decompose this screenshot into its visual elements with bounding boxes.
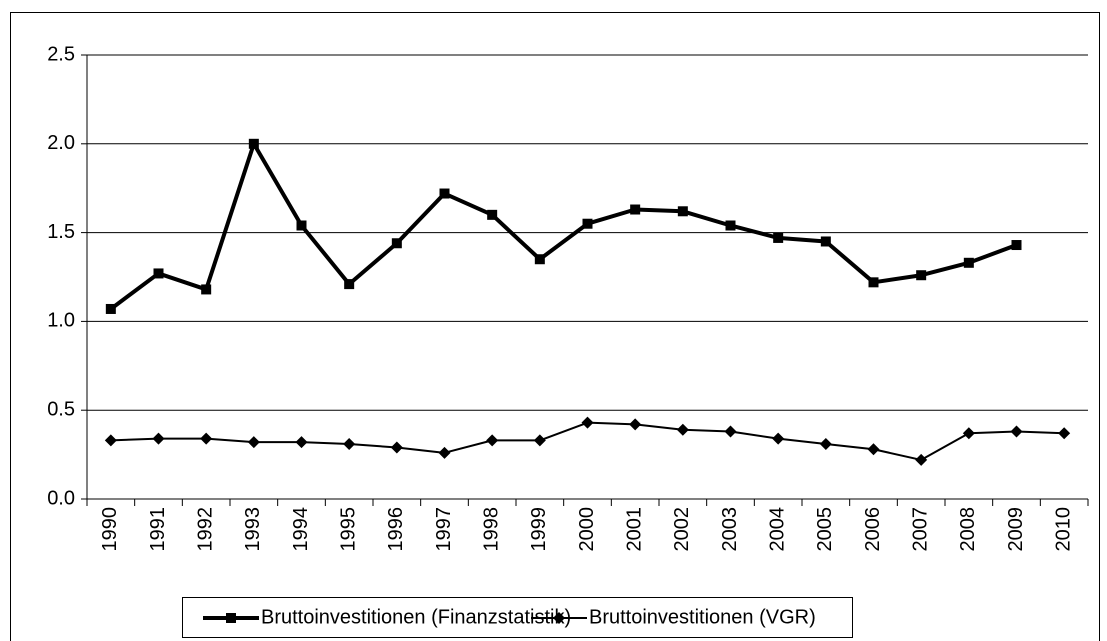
marker-diamond: [1058, 427, 1071, 440]
marker-diamond: [867, 443, 880, 456]
marker-diamond: [390, 441, 403, 454]
marker-square: [487, 209, 498, 220]
legend-box: [182, 597, 853, 638]
marker-square: [916, 270, 927, 281]
x-tick-label: 2007: [909, 507, 931, 552]
x-tick-label: 1992: [194, 507, 216, 552]
marker-diamond: [533, 434, 546, 447]
x-tick-label: 2004: [766, 507, 788, 552]
marker-diamond: [104, 434, 117, 447]
marker-square: [105, 303, 116, 314]
marker-square: [725, 220, 736, 231]
x-tick-label: 2006: [862, 507, 884, 552]
marker-diamond: [724, 425, 737, 438]
marker-square: [820, 236, 831, 247]
marker-diamond: [1010, 425, 1023, 438]
marker-square: [439, 188, 450, 199]
x-tick-label: 1994: [290, 507, 312, 552]
series-line: [109, 141, 1018, 311]
x-tick-label: 2003: [719, 507, 741, 552]
legend-marker: [226, 613, 236, 623]
x-tick-label: 2005: [814, 507, 836, 552]
marker-square: [963, 257, 974, 268]
x-tick-label: 1995: [337, 507, 359, 552]
marker-square: [773, 232, 784, 243]
y-tick-label: 0.5: [47, 398, 75, 420]
marker-square: [296, 220, 307, 231]
y-tick-label: 1.0: [47, 310, 75, 332]
x-tick-label: 1997: [433, 507, 455, 552]
marker-diamond: [819, 437, 832, 450]
y-tick-label: 2.0: [47, 132, 75, 154]
x-tick-label: 2010: [1052, 507, 1074, 552]
marker-square: [677, 206, 688, 217]
chart-frame: [10, 12, 1100, 641]
marker-square: [534, 254, 545, 265]
marker-diamond: [629, 418, 642, 431]
marker-diamond: [343, 437, 356, 450]
marker-square: [868, 277, 879, 288]
marker-square: [630, 204, 641, 215]
x-tick-label: 2001: [623, 507, 645, 552]
x-tick-label: 2000: [576, 507, 598, 552]
x-tick-label: 1998: [480, 507, 502, 552]
x-tick-label: 1993: [242, 507, 264, 552]
x-tick-label: 2009: [1005, 507, 1027, 552]
marker-square: [1011, 240, 1022, 251]
marker-square: [248, 138, 259, 149]
legend-label: Bruttoinvestitionen (VGR): [589, 606, 816, 628]
legend-marker: [553, 612, 565, 624]
y-tick-label: 2.5: [47, 43, 75, 65]
marker-diamond: [247, 436, 260, 449]
x-tick-label: 2002: [671, 507, 693, 552]
y-tick-label: 0.0: [47, 487, 75, 509]
marker-square: [344, 279, 355, 290]
y-tick-label: 1.5: [47, 221, 75, 243]
marker-diamond: [962, 427, 975, 440]
x-tick-label: 1999: [528, 507, 550, 552]
x-tick-label: 1990: [99, 507, 121, 552]
marker-diamond: [486, 434, 499, 447]
marker-diamond: [438, 446, 451, 459]
marker-diamond: [915, 453, 928, 466]
marker-diamond: [772, 432, 785, 445]
x-tick-label: 1996: [385, 507, 407, 552]
marker-square: [201, 284, 212, 295]
marker-diamond: [581, 416, 594, 429]
x-tick-label: 2008: [957, 507, 979, 552]
marker-square: [391, 238, 402, 249]
marker-square: [153, 268, 164, 279]
x-tick-label: 1991: [147, 507, 169, 552]
marker-square: [582, 218, 593, 229]
marker-diamond: [152, 432, 165, 445]
marker-diamond: [295, 436, 308, 449]
marker-diamond: [676, 423, 689, 436]
legend-label: Bruttoinvestitionen (Finanzstatistik): [261, 606, 571, 628]
marker-diamond: [200, 432, 213, 445]
